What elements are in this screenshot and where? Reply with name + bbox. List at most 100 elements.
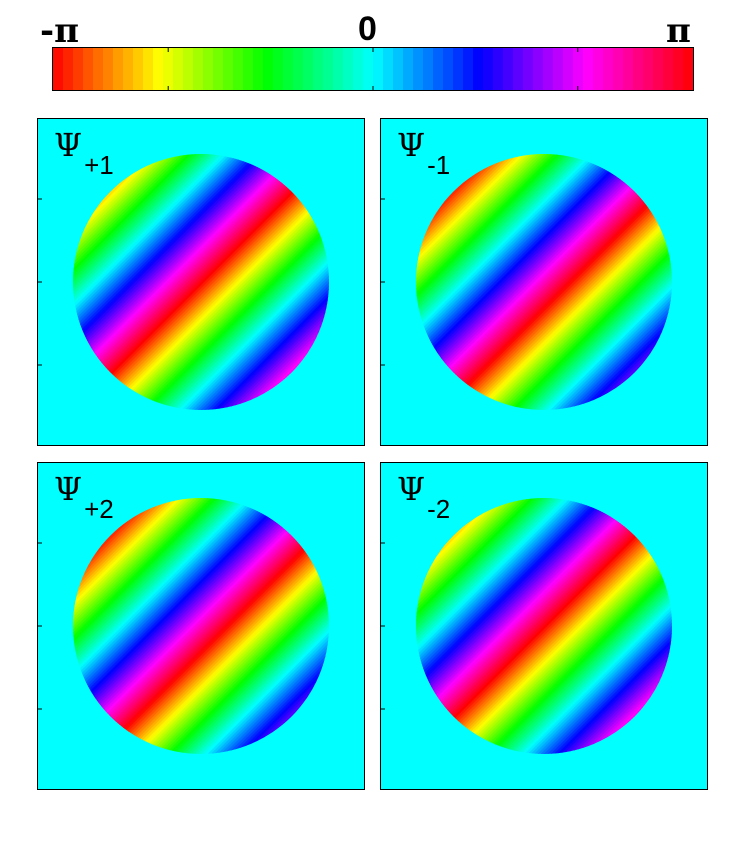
phase-stripe [416, 498, 672, 754]
phase-stripe [132, 213, 329, 410]
phase-stripe [416, 154, 642, 380]
phase-stripe [416, 498, 643, 725]
phase-stripe [476, 214, 672, 410]
phase-stripe [150, 231, 329, 410]
phase-stripe [416, 154, 662, 400]
phase-stripe [443, 181, 672, 410]
phase-stripe [73, 154, 281, 362]
phase-stripe [416, 498, 665, 747]
phase-stripe [73, 498, 255, 680]
phase-stripe [491, 229, 672, 410]
phase-stripe [73, 154, 299, 380]
colorbar-swatch [383, 48, 394, 90]
phase-stripe [73, 498, 329, 754]
phase-stripe [133, 214, 329, 410]
colorbar-swatch [183, 48, 194, 90]
phase-stripe [493, 231, 672, 410]
phase-stripe [445, 183, 672, 410]
phase-stripe [73, 498, 250, 675]
phase-stripe [73, 498, 282, 707]
phase-stripe [498, 236, 672, 410]
colorbar-swatch [433, 48, 444, 90]
phase-stripe [73, 498, 300, 725]
phase-stripe [493, 575, 672, 754]
phase-stripe [73, 154, 278, 359]
phase-stripe [432, 170, 672, 410]
phase-stripe [486, 224, 672, 410]
phase-stripe [416, 498, 619, 701]
phase-stripe [416, 498, 672, 754]
phase-stripe [416, 498, 672, 754]
phase-stripe [468, 550, 672, 754]
colorbar-swatch [613, 48, 624, 90]
phase-stripe [141, 222, 329, 410]
phase-stripe [115, 196, 329, 410]
phase-stripe [110, 535, 329, 754]
phase-stripe [140, 565, 329, 754]
phase-stripe [73, 154, 292, 373]
phase-stripe [100, 181, 329, 410]
phase-stripe [416, 154, 671, 409]
phase-stripe [416, 154, 650, 388]
phase-stripe [73, 154, 268, 349]
phase-stripe [416, 498, 624, 706]
phase-stripe [425, 507, 672, 754]
colorbar-swatch [453, 48, 464, 90]
phase-stripe [87, 512, 329, 754]
phase-stripe [458, 196, 672, 410]
phase-stripe [466, 204, 672, 410]
phase-stripe [73, 498, 266, 691]
phase-stripe [416, 154, 672, 410]
phase-stripe [73, 498, 329, 754]
phase-stripe [153, 578, 329, 754]
phase-stripe [73, 498, 322, 747]
phase-stripe [109, 190, 329, 410]
colorbar-swatch [323, 48, 334, 90]
phase-stripe [156, 581, 329, 754]
phase-stripe [416, 154, 588, 326]
phase-stripe [73, 498, 309, 734]
colorbar-max-label: π [666, 11, 691, 51]
phase-stripe [416, 498, 670, 752]
colorbar-swatch [523, 48, 534, 90]
panel-label: Ψ-2 [397, 473, 450, 522]
colorbar-min-label: -π [40, 11, 79, 51]
phase-stripe [416, 154, 660, 398]
phase-stripe [73, 154, 276, 357]
phase-stripe [434, 516, 672, 754]
phase-stripe [145, 570, 329, 754]
phase-stripe [437, 519, 672, 754]
colorbar-swatch [333, 48, 344, 90]
phase-stripe [452, 190, 672, 410]
psi-symbol: Ψ [54, 126, 83, 164]
phase-stripe [416, 154, 634, 372]
phase-stripe [73, 154, 304, 385]
phase-stripe [416, 498, 625, 707]
phase-stripe [430, 512, 672, 754]
phase-stripe [416, 154, 625, 363]
phase-stripe [91, 172, 329, 410]
phase-stripe [416, 498, 662, 744]
phase-stripe [416, 498, 622, 704]
panel-subscript: +2 [84, 494, 114, 524]
phase-stripe [416, 154, 609, 347]
phase-stripe [470, 552, 672, 754]
phase-stripe [458, 540, 672, 754]
phase-stripe [416, 154, 607, 345]
colorbar-swatch [393, 48, 404, 90]
phase-stripe [463, 201, 672, 410]
phase-stripe [416, 154, 672, 410]
phase-stripe [416, 498, 601, 683]
colorbar-swatch [343, 48, 354, 90]
phase-stripe [416, 154, 622, 360]
phase-stripe [416, 154, 611, 349]
phase-stripe [73, 498, 245, 670]
phase-stripe [416, 498, 598, 680]
phase-stripe [114, 195, 329, 410]
phase-stripe [84, 509, 329, 754]
phase-stripe [73, 498, 289, 714]
phase-stripe [122, 547, 329, 754]
phase-stripe [416, 498, 599, 681]
phase-stripe [107, 532, 329, 754]
phase-stripe [416, 154, 601, 339]
